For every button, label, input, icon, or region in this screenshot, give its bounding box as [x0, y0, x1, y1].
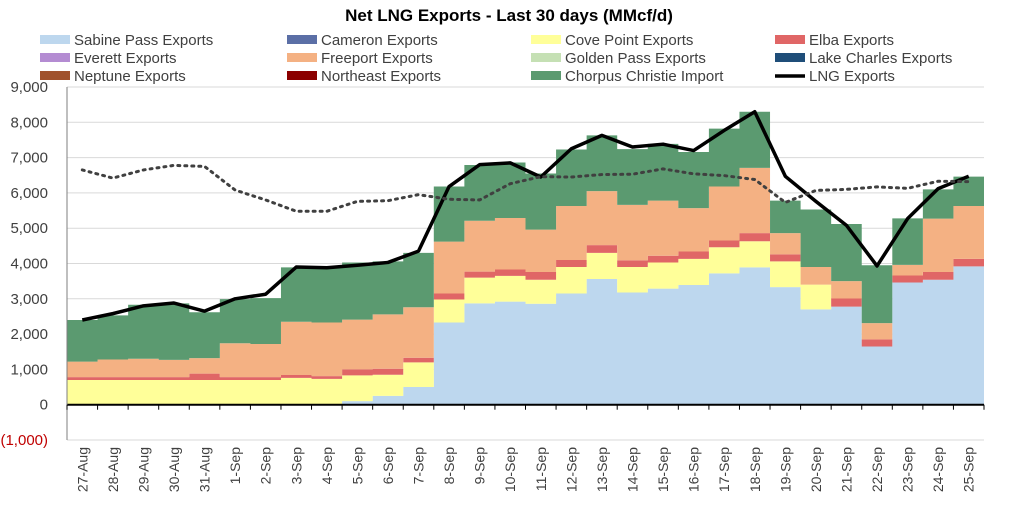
x-tick-label: 30-Aug	[166, 447, 182, 492]
line-lng-exports	[81, 109, 970, 322]
legend-item-lng-exports: LNG Exports	[775, 68, 895, 85]
y-tick-label: 7,000	[10, 150, 48, 167]
legend-label: Northeast Exports	[321, 68, 441, 85]
legend-swatch	[775, 35, 805, 44]
y-axis-ticks: (1,000) 0 1,000 2,000 3,000 4,000 5,000 6,000 7,…	[0, 79, 48, 449]
y-tick-label: 2,000	[10, 326, 48, 343]
legend-label: LNG Exports	[809, 68, 895, 85]
y-tick-label: 8,000	[10, 114, 48, 131]
x-tick-label: 9-Sep	[472, 447, 488, 485]
x-tick-label: 1-Sep	[227, 447, 243, 485]
legend-label: Neptune Exports	[74, 68, 186, 85]
legend-item-freeport-exports: Freeport Exports	[287, 50, 433, 67]
chart-legend: Sabine Pass Exports Cameron Exports Cove P…	[40, 32, 952, 85]
legend-swatch	[40, 71, 70, 80]
area-cove-point-exports	[67, 241, 984, 405]
y-tick-label: 9,000	[10, 79, 48, 96]
area-sabine-pass-exports	[67, 266, 984, 405]
x-tick-label: 19-Sep	[777, 447, 793, 492]
x-tick-label: 6-Sep	[380, 447, 396, 485]
legend-swatch	[287, 53, 317, 62]
legend-label: Freeport Exports	[321, 50, 433, 67]
legend-swatch	[287, 35, 317, 44]
x-tick-label: 3-Sep	[288, 447, 304, 485]
x-tick-label: 17-Sep	[716, 447, 732, 492]
y-tick-label: 3,000	[10, 291, 48, 308]
legend-label: Sabine Pass Exports	[74, 32, 213, 49]
legend-item-chorpus-christie-import: Chorpus Christie Import	[531, 68, 724, 85]
chart-title: Net LNG Exports - Last 30 days (MMcf/d)	[345, 6, 673, 25]
x-tick-label: 15-Sep	[655, 447, 671, 492]
x-tick-label: 12-Sep	[563, 447, 579, 492]
x-tick-label: 2-Sep	[258, 447, 274, 485]
x-tick-label: 4-Sep	[319, 447, 335, 485]
legend-label: Lake Charles Exports	[809, 50, 952, 67]
dotted-reference-line	[80, 163, 971, 213]
line-series	[80, 109, 971, 322]
x-tick-label: 10-Sep	[502, 447, 518, 492]
x-tick-label: 25-Sep	[961, 447, 977, 492]
x-tick-label: 23-Sep	[900, 447, 916, 492]
x-tick-label: 22-Sep	[869, 447, 885, 492]
legend-item-elba-exports: Elba Exports	[775, 32, 894, 49]
stacked-areas	[67, 111, 984, 405]
legend-label: Golden Pass Exports	[565, 50, 706, 67]
area-chorpus-christie-import	[67, 111, 984, 362]
x-tick-label: 14-Sep	[624, 447, 640, 492]
x-axis-ticks: 27-Aug 28-Aug 29-Aug 30-Aug 31-Aug 1-Sep 2-Sep…	[74, 447, 976, 492]
legend-item-northeast-exports: Northeast Exports	[287, 68, 441, 85]
x-tick-label: 8-Sep	[441, 447, 457, 485]
legend-item-everett-exports: Everett Exports	[40, 50, 177, 67]
legend-label: Elba Exports	[809, 32, 894, 49]
x-tick-label: 7-Sep	[411, 447, 427, 485]
legend-swatch	[287, 71, 317, 80]
legend-label: Cove Point Exports	[565, 32, 693, 49]
legend-item-cameron-exports: Cameron Exports	[287, 32, 438, 49]
y-tick-label: 4,000	[10, 256, 48, 273]
x-tick-label: 21-Sep	[838, 447, 854, 492]
legend-label: Cameron Exports	[321, 32, 438, 49]
x-tick-label: 28-Aug	[105, 447, 121, 492]
legend-item-neptune-exports: Neptune Exports	[40, 68, 186, 85]
x-tick-label: 24-Sep	[930, 447, 946, 492]
legend-item-cove-point-exports: Cove Point Exports	[531, 32, 693, 49]
x-tick-label: 16-Sep	[686, 447, 702, 492]
legend-swatch	[40, 53, 70, 62]
legend-swatch	[531, 53, 561, 62]
x-tick-label: 20-Sep	[808, 447, 824, 492]
legend-item-golden-pass-exports: Golden Pass Exports	[531, 50, 706, 67]
legend-swatch	[40, 35, 70, 44]
area-freeport-exports	[67, 167, 984, 378]
legend-item-sabine-pass-exports: Sabine Pass Exports	[40, 32, 213, 49]
y-tick-label: (1,000)	[0, 432, 48, 449]
x-tick-label: 27-Aug	[74, 447, 90, 492]
x-tick-label: 18-Sep	[747, 447, 763, 492]
x-tick-label: 31-Aug	[197, 447, 213, 492]
x-tick-label: 13-Sep	[594, 447, 610, 492]
x-tick-label: 5-Sep	[349, 447, 365, 485]
y-tick-label: 6,000	[10, 185, 48, 202]
legend-swatch	[775, 53, 805, 62]
legend-swatch	[531, 71, 561, 80]
legend-label: Chorpus Christie Import	[565, 68, 724, 85]
axes	[66, 87, 985, 440]
legend-swatch	[531, 35, 561, 44]
legend-item-lake-charles-exports: Lake Charles Exports	[775, 50, 952, 67]
x-tick-label: 11-Sep	[533, 447, 549, 491]
y-tick-label: 0	[40, 397, 48, 414]
x-tick-label: 29-Aug	[135, 447, 151, 492]
y-tick-label: 1,000	[10, 361, 48, 378]
legend-label: Everett Exports	[74, 50, 177, 67]
y-tick-label: 5,000	[10, 220, 48, 237]
